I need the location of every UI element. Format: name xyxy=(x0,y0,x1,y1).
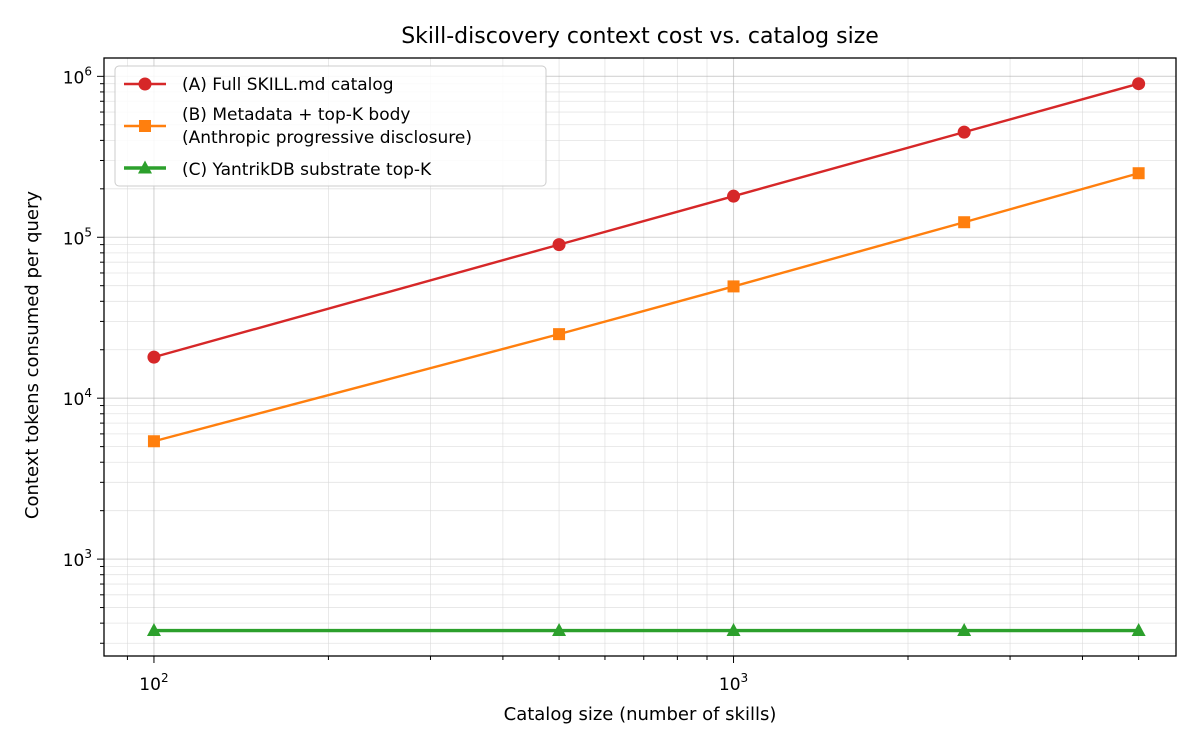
chart-title: Skill-discovery context cost vs. catalog… xyxy=(401,24,879,49)
data-point-square-marker xyxy=(1132,167,1145,180)
legend-label: (C) YantrikDB substrate top-K xyxy=(182,160,432,180)
series-layer xyxy=(146,77,1146,637)
legend-label: (B) Metadata + top-K body (Anthropic prog… xyxy=(182,105,472,148)
data-point-circle-marker xyxy=(727,189,741,203)
y-tick-label: 106 xyxy=(63,64,92,88)
y-tick-label-base: 10 xyxy=(63,551,85,571)
x-tick-label-exponent: 2 xyxy=(161,671,169,685)
y-tick-label-exponent: 5 xyxy=(84,225,92,239)
y-axis-label: Context tokens consumed per query xyxy=(22,191,43,519)
x-tick-label: 103 xyxy=(719,671,748,695)
y-tick-label-exponent: 4 xyxy=(84,386,92,400)
legend-label: (A) Full SKILL.md catalog xyxy=(182,75,394,95)
y-tick-label: 104 xyxy=(63,386,92,410)
x-tick-label: 102 xyxy=(139,671,168,695)
y-tick-label-base: 10 xyxy=(63,229,85,249)
legend-triangle-marker xyxy=(138,160,152,174)
data-point-square-marker xyxy=(147,435,160,448)
y-tick-label: 103 xyxy=(63,547,92,571)
x-axis-label: Catalog size (number of skills) xyxy=(504,704,777,725)
x-tick-label-exponent: 3 xyxy=(741,671,749,685)
y-tick-label-exponent: 6 xyxy=(84,64,92,78)
minor-gridlines xyxy=(104,58,1176,656)
data-point-square-marker xyxy=(958,216,971,229)
y-tick-label-base: 10 xyxy=(63,390,85,410)
y-tick-label: 105 xyxy=(63,225,92,249)
series-a xyxy=(147,77,1146,364)
legend-label-line: (Anthropic progressive disclosure) xyxy=(182,128,472,148)
series-line xyxy=(153,172,1139,443)
data-point-square-marker xyxy=(727,280,740,293)
data-point-triangle-marker xyxy=(552,623,567,637)
series-c xyxy=(146,623,1146,637)
legend-entry-c: (C) YantrikDB substrate top-K xyxy=(124,160,432,180)
y-tick-label-exponent: 3 xyxy=(84,547,92,561)
series-b xyxy=(147,167,1145,448)
legend-entry-a: (A) Full SKILL.md catalog xyxy=(124,75,394,95)
data-point-circle-marker xyxy=(1132,77,1146,91)
data-point-circle-marker xyxy=(147,350,161,364)
y-tick-label-base: 10 xyxy=(63,68,85,88)
x-tick-label-base: 10 xyxy=(719,675,741,695)
legend-entry-b: (B) Metadata + top-K body (Anthropic prog… xyxy=(124,105,472,148)
data-point-circle-marker xyxy=(957,125,971,139)
x-tick-label-base: 10 xyxy=(139,675,161,695)
legend-label-line: (B) Metadata + top-K body xyxy=(182,105,410,125)
plot-area-frame xyxy=(103,57,1177,657)
legend-box xyxy=(114,65,547,187)
legend: (A) Full SKILL.md catalog (B) Metadata + … xyxy=(114,65,547,187)
data-point-triangle-marker xyxy=(1131,623,1146,637)
legend-square-marker xyxy=(139,120,151,132)
data-point-triangle-marker xyxy=(146,623,161,637)
data-point-triangle-marker xyxy=(726,623,741,637)
data-point-square-marker xyxy=(553,328,566,341)
data-point-triangle-marker xyxy=(957,623,972,637)
major-gridlines xyxy=(104,58,1176,656)
legend-circle-marker xyxy=(138,77,152,91)
data-point-circle-marker xyxy=(552,238,566,252)
